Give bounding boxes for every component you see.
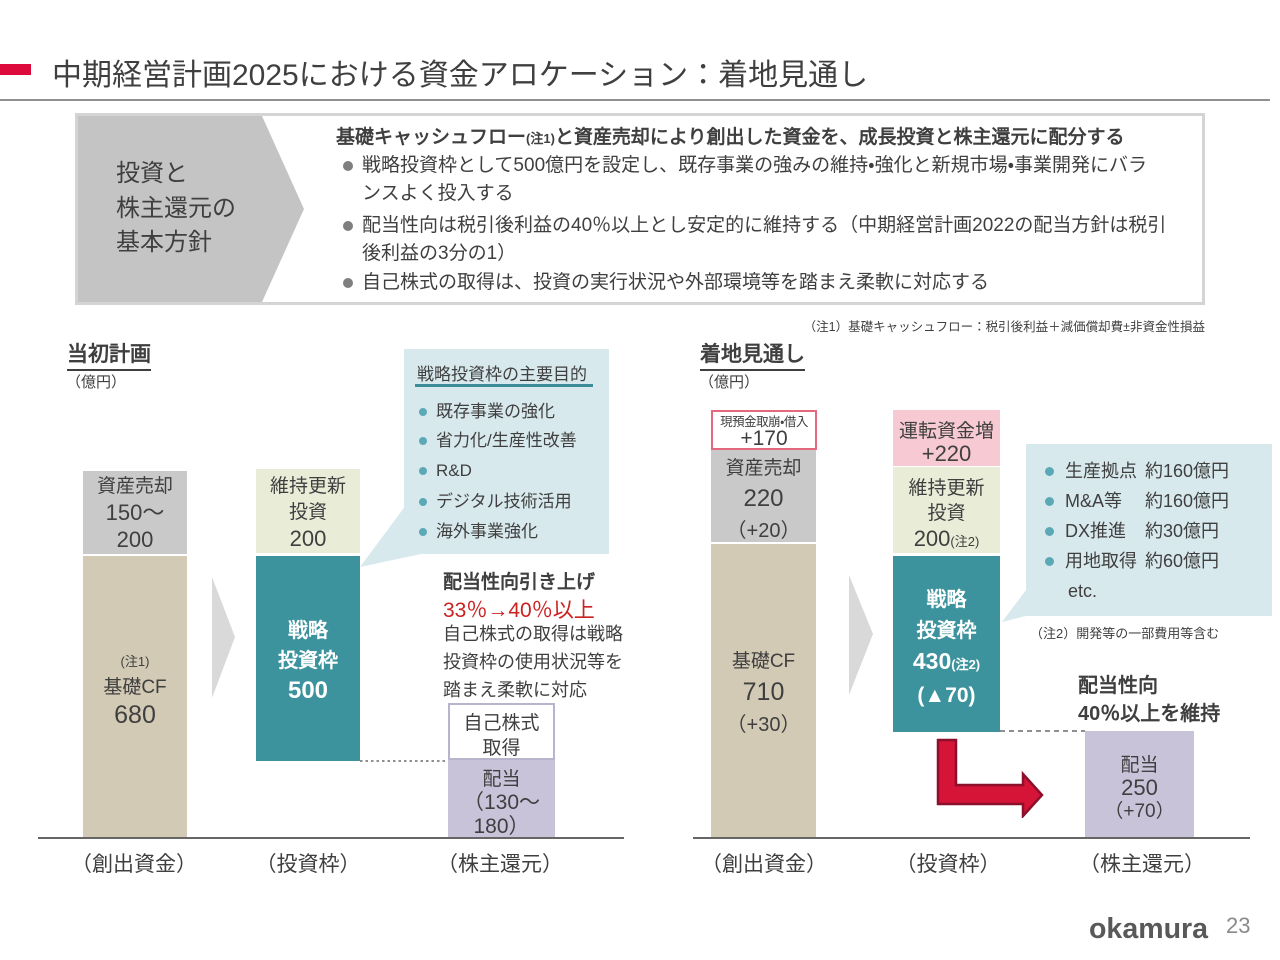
svg-text:okamura: okamura <box>1089 914 1209 942</box>
